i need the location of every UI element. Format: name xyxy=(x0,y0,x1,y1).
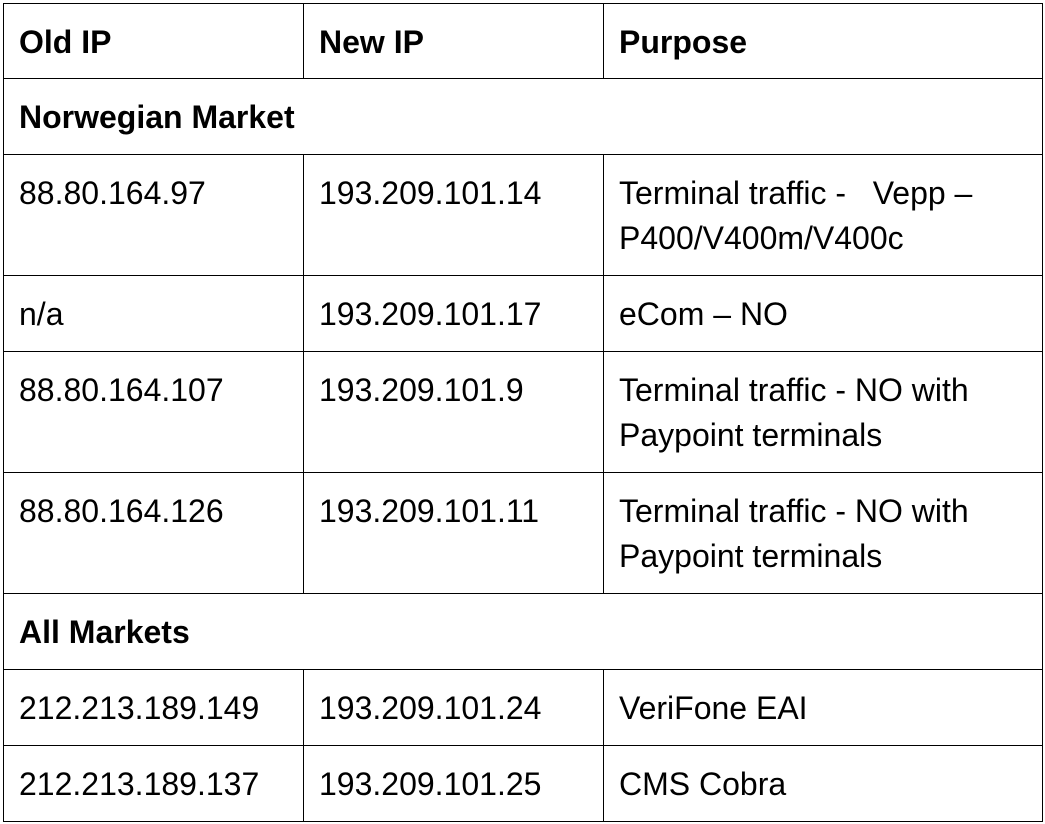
table-row: n/a 193.209.101.17 eCom – NO xyxy=(3,275,1043,352)
purpose-cell: Terminal traffic - Vepp – P400/V400m/V40… xyxy=(603,154,1043,276)
old-ip-cell: n/a xyxy=(3,275,304,352)
header-purpose: Purpose xyxy=(603,3,1043,79)
old-ip-cell: 88.80.164.97 xyxy=(3,154,304,276)
header-row: Old IP New IP Purpose xyxy=(3,3,1043,79)
new-ip-cell: 193.209.101.25 xyxy=(303,745,604,822)
old-ip-cell: 212.213.189.137 xyxy=(3,745,304,822)
table-row: 212.213.189.137 193.209.101.25 CMS Cobra xyxy=(3,745,1043,822)
purpose-cell: VeriFone EAI xyxy=(603,669,1043,746)
new-ip-cell: 193.209.101.9 xyxy=(303,351,604,473)
new-ip-cell: 193.209.101.17 xyxy=(303,275,604,352)
section-title: All Markets xyxy=(3,593,1043,670)
old-ip-cell: 212.213.189.149 xyxy=(3,669,304,746)
table-row: 88.80.164.107 193.209.101.9 Terminal traff… xyxy=(3,351,1043,473)
section-row: Norwegian Market xyxy=(3,78,1043,155)
purpose-cell: eCom – NO xyxy=(603,275,1043,352)
purpose-cell: Terminal traffic - NO with Paypoint term… xyxy=(603,351,1043,473)
purpose-cell: Terminal traffic - NO with Paypoint term… xyxy=(603,472,1043,594)
section-row: All Markets xyxy=(3,593,1043,670)
ip-address-table: Old IP New IP Purpose Norwegian Market 88… xyxy=(3,3,1043,822)
header-new-ip: New IP xyxy=(303,3,604,79)
table-row: 88.80.164.126 193.209.101.11 Terminal traf… xyxy=(3,472,1043,594)
purpose-cell: CMS Cobra xyxy=(603,745,1043,822)
new-ip-cell: 193.209.101.24 xyxy=(303,669,604,746)
new-ip-cell: 193.209.101.11 xyxy=(303,472,604,594)
table-row: 88.80.164.97 193.209.101.14 Terminal traff… xyxy=(3,154,1043,276)
old-ip-cell: 88.80.164.126 xyxy=(3,472,304,594)
table-row: 212.213.189.149 193.209.101.24 VeriFone EA… xyxy=(3,669,1043,746)
new-ip-cell: 193.209.101.14 xyxy=(303,154,604,276)
old-ip-cell: 88.80.164.107 xyxy=(3,351,304,473)
section-title: Norwegian Market xyxy=(3,78,1043,155)
table-body: Norwegian Market 88.80.164.97 193.209.101.… xyxy=(3,78,1043,822)
header-old-ip: Old IP xyxy=(3,3,304,79)
